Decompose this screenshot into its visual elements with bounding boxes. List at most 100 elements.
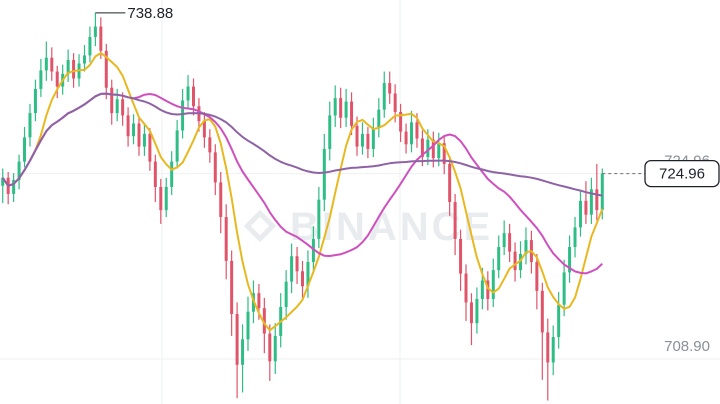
candle-body	[508, 233, 512, 252]
candle-body	[175, 130, 179, 162]
candle-body	[524, 240, 528, 254]
candle	[82, 45, 86, 72]
candle	[388, 71, 392, 104]
ma-fast-line	[1, 52, 604, 332]
candle-body	[55, 71, 59, 87]
candle-body	[486, 280, 490, 299]
candle-body	[142, 133, 146, 147]
candle	[170, 151, 174, 196]
candle-body	[82, 55, 86, 64]
candle	[584, 181, 588, 224]
candle	[573, 217, 577, 258]
candle	[284, 270, 288, 320]
candle-body	[513, 251, 517, 271]
candle	[377, 98, 381, 138]
candle-body	[578, 200, 582, 228]
candle-body	[257, 293, 261, 309]
candle-body	[181, 100, 185, 131]
candle	[497, 235, 501, 279]
candle-body	[115, 99, 119, 114]
candle-body	[546, 332, 550, 363]
candle	[546, 318, 550, 401]
candle-body	[469, 302, 473, 324]
candle-body	[33, 88, 37, 114]
candle-body	[317, 199, 321, 239]
ma-slow-line	[1, 92, 603, 197]
candle	[17, 154, 21, 190]
candle	[99, 17, 103, 59]
candle-body	[12, 180, 16, 194]
candle-body	[459, 238, 463, 274]
candle-body	[388, 83, 392, 94]
candle	[273, 323, 277, 374]
candle	[132, 114, 136, 145]
candle-body	[562, 272, 566, 305]
candle	[589, 177, 593, 224]
candle-body	[153, 161, 157, 187]
candle	[126, 107, 130, 147]
candle-body	[235, 313, 239, 365]
candle	[431, 131, 435, 168]
candle-body	[17, 161, 21, 181]
candle-body	[415, 122, 419, 139]
candle	[399, 103, 403, 142]
candle-body	[437, 143, 441, 159]
candle-body	[219, 182, 223, 218]
candle-body	[72, 60, 76, 79]
candle	[164, 177, 168, 218]
last-price-tag	[644, 159, 720, 188]
candle	[551, 325, 555, 376]
candle	[50, 47, 54, 81]
candle-body	[88, 36, 92, 56]
candle	[404, 123, 408, 154]
candle	[513, 242, 517, 282]
candle-body	[404, 131, 408, 145]
candle	[491, 258, 495, 308]
candle-body	[170, 161, 174, 187]
candle	[442, 136, 446, 175]
candle	[469, 293, 473, 346]
candle-body	[191, 86, 195, 107]
candle	[104, 43, 108, 100]
candle-body	[208, 137, 212, 153]
candle	[508, 223, 512, 263]
candle-body	[464, 273, 468, 303]
candle	[153, 154, 157, 202]
candle	[366, 126, 370, 159]
candle-body	[213, 152, 217, 183]
candle	[39, 58, 43, 97]
candle-body	[480, 280, 484, 299]
candle-body	[104, 50, 108, 88]
candle-body	[568, 247, 572, 273]
candle-body	[224, 217, 228, 261]
candle-body	[132, 123, 136, 137]
candle-body	[600, 173, 604, 211]
candle	[350, 92, 354, 136]
candle-body	[110, 87, 114, 114]
candle	[186, 75, 190, 109]
candle	[137, 117, 141, 156]
candle	[540, 282, 544, 380]
candle	[268, 324, 272, 381]
candle-body	[442, 143, 446, 164]
candle	[562, 259, 566, 317]
candle	[1, 168, 5, 204]
candle	[371, 117, 375, 157]
candle-body	[584, 200, 588, 215]
candle-body	[39, 70, 43, 89]
candle	[262, 297, 266, 354]
candle-body	[268, 333, 272, 362]
candle-body	[551, 337, 555, 363]
candle-body	[573, 227, 577, 248]
high-marker-label: 738.88	[127, 5, 173, 22]
candle-body	[431, 139, 435, 159]
candle-body	[360, 133, 364, 147]
candle	[535, 253, 539, 310]
candle	[464, 264, 468, 321]
candle	[333, 85, 337, 127]
candle	[317, 186, 321, 249]
candle-body	[241, 339, 245, 365]
candle	[44, 41, 48, 81]
watermark-logo-icon	[243, 209, 277, 243]
